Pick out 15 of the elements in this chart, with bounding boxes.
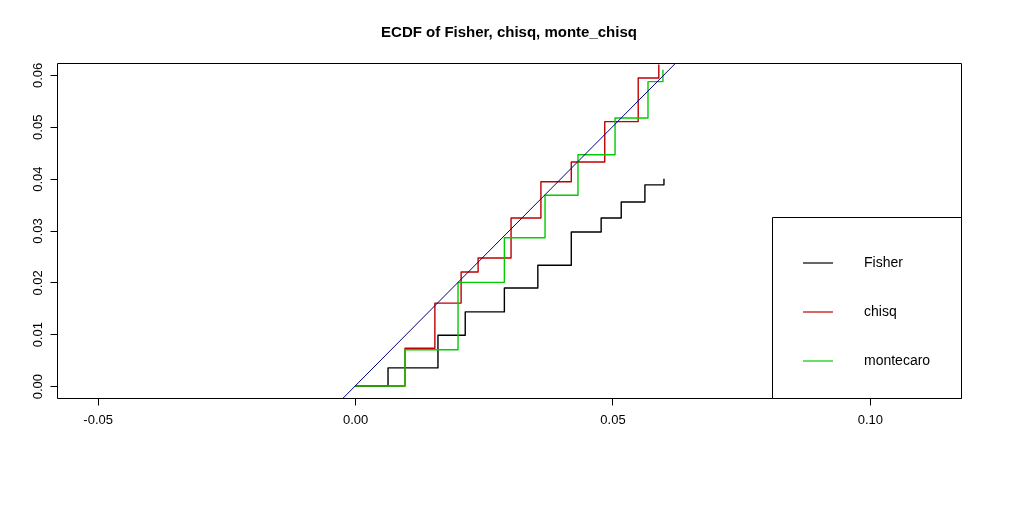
y-tick-label: 0.06 — [29, 62, 45, 89]
x-tick-label: 0.10 — [857, 411, 884, 427]
y-tick-label: 0.02 — [29, 270, 45, 296]
y-tick-label: 0.03 — [29, 218, 45, 244]
x-tick-label: -0.05 — [83, 411, 113, 427]
y-tick-label: 0.00 — [29, 373, 45, 400]
y-tick-label: 0.05 — [29, 114, 45, 140]
chart-title: ECDF of Fisher, chisq, monte_chisq — [381, 23, 637, 41]
legend-label: montecaro — [864, 352, 931, 368]
legend-label: chisq — [864, 303, 897, 319]
y-tick-label: 0.04 — [29, 166, 45, 192]
legend-label: Fisher — [864, 254, 904, 270]
y-tick-label: 0.01 — [29, 322, 45, 348]
x-tick-label: 0.05 — [600, 411, 626, 427]
x-tick-label: 0.00 — [342, 411, 369, 427]
